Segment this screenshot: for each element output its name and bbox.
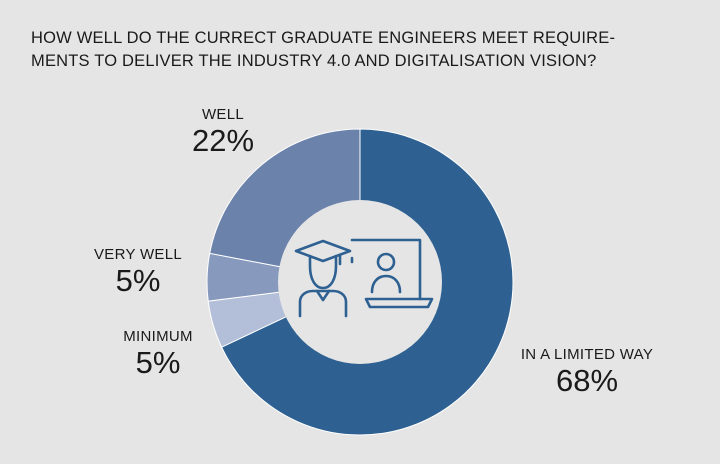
graduate-online-learning-icon (294, 238, 434, 318)
slice-name-well: WELL (201, 106, 245, 123)
slice-value-well: 22% (191, 123, 255, 158)
slice-label-in-a-limited-way: IN A LIMITED WAY 68% (487, 346, 687, 398)
slice-value-very-well: 5% (115, 263, 161, 298)
slice-name-very-well: VERY WELL (93, 246, 183, 263)
slice-value-minimum: 5% (135, 345, 181, 380)
slice-label-well: WELL 22% (173, 106, 273, 158)
donut-hole (278, 200, 442, 364)
slice-label-very-well: VERY WELL 5% (83, 246, 193, 298)
chart-title: HOW WELL DO THE CURRECT GRADUATE ENGINEE… (31, 29, 616, 70)
slice-name-minimum: MINIMUM (123, 328, 193, 345)
slice-label-minimum: MINIMUM 5% (103, 328, 213, 380)
slice-value-in-a-limited-way: 68% (555, 363, 619, 398)
slice-name-in-a-limited-way: IN A LIMITED WAY (520, 346, 654, 363)
